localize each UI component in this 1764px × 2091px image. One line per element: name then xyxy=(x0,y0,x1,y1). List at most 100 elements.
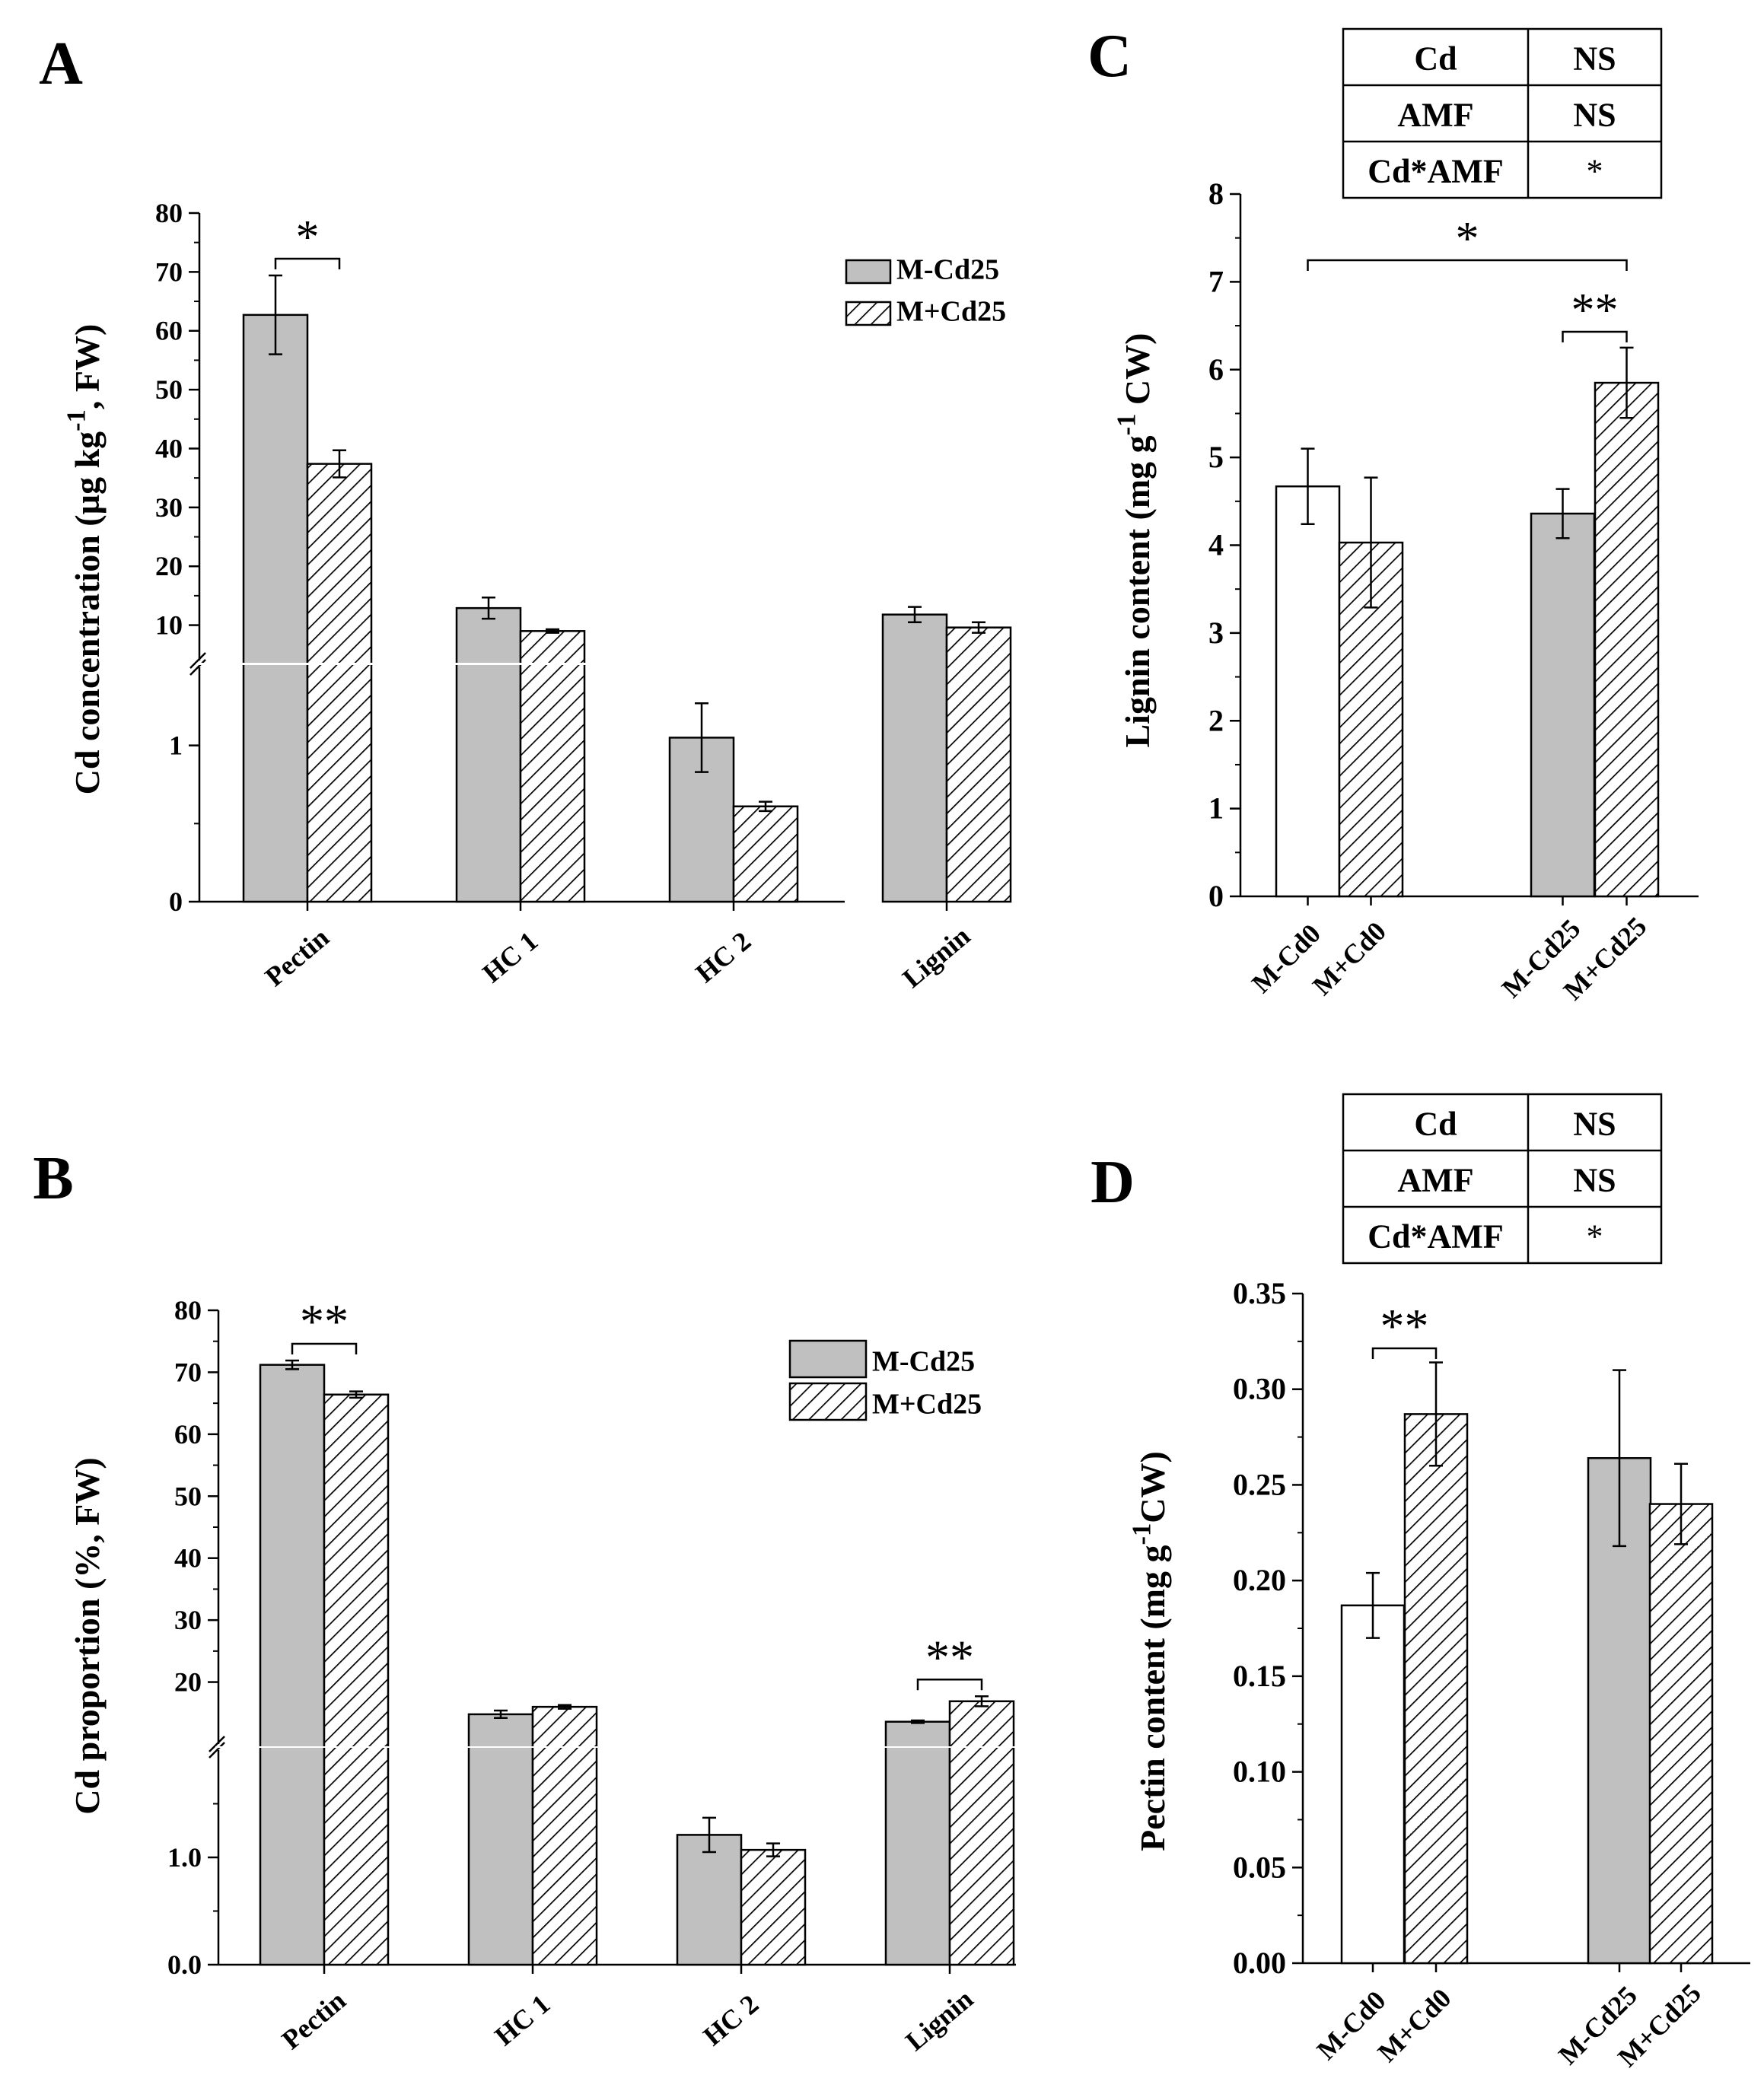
x-tick-label: HC 1 xyxy=(476,925,543,988)
legend-label: M+Cd25 xyxy=(872,1388,982,1420)
y-tick-label: 30 xyxy=(155,492,183,523)
bar xyxy=(467,1713,534,1966)
y-tick-label: 8 xyxy=(1208,177,1224,211)
bar xyxy=(945,626,1012,903)
x-tick-label: Lignin xyxy=(896,921,976,994)
bar xyxy=(519,630,586,903)
legend-swatch xyxy=(788,1382,868,1421)
bar xyxy=(1340,1604,1406,1965)
significance-label: * xyxy=(1456,213,1479,265)
anova-significance-label: NS xyxy=(1573,1161,1616,1198)
anova-table-border xyxy=(1342,1093,1663,1265)
y-tick-label: 0.10 xyxy=(1233,1755,1286,1789)
significance-bracket: * xyxy=(1307,213,1628,271)
anova-table-border xyxy=(1342,27,1663,199)
error-bar xyxy=(695,702,708,773)
y-tick-label: 30 xyxy=(174,1605,202,1635)
panel-label: C xyxy=(1087,23,1132,90)
significance-label: ** xyxy=(925,1630,974,1684)
anova-factor-label: AMF xyxy=(1397,96,1473,133)
y-tick-label: 0.05 xyxy=(1233,1850,1286,1884)
y-tick-label: 0.20 xyxy=(1233,1563,1286,1597)
bar xyxy=(259,1364,326,1966)
x-tick-label: M+Cd0 xyxy=(1371,1982,1457,2067)
legend-item: M+Cd25 xyxy=(788,1382,982,1421)
y-tick-label: 10 xyxy=(155,610,183,641)
y-tick-label: 60 xyxy=(174,1419,202,1450)
error-bar xyxy=(1619,346,1634,419)
significance-bracket: * xyxy=(274,212,341,270)
y-tick-label: 20 xyxy=(155,551,183,581)
x-tick-label: M+Cd0 xyxy=(1307,915,1392,1001)
anova-factor-label: AMF xyxy=(1397,1161,1473,1198)
significance-label: ** xyxy=(1571,285,1619,336)
anova-significance-label: NS xyxy=(1573,40,1616,77)
axis-break-mark xyxy=(189,659,206,676)
axis-break-mark xyxy=(189,652,206,669)
error-bar xyxy=(333,449,346,479)
axis-break-gap xyxy=(215,1746,1016,1748)
anova-factor-label: Cd xyxy=(1414,40,1457,77)
x-tick-label: HC 1 xyxy=(489,1988,556,2051)
bar xyxy=(740,1848,807,1966)
legend-item: M+Cd25 xyxy=(845,296,1006,328)
error-bar xyxy=(494,1709,508,1720)
anova-significance-label: * xyxy=(1587,152,1603,189)
bracket-line xyxy=(1371,1347,1438,1359)
legend-item: M-Cd25 xyxy=(845,254,999,286)
y-tick-label: 60 xyxy=(155,316,183,346)
error-bar xyxy=(1429,1361,1443,1467)
x-tick-label: HC 2 xyxy=(689,925,756,988)
significance-label: ** xyxy=(300,1294,349,1348)
y-tick-label: 1 xyxy=(1208,791,1224,826)
legend-label: M-Cd25 xyxy=(896,254,999,286)
bracket-line xyxy=(1307,259,1628,271)
y-tick-label: 80 xyxy=(155,198,183,228)
error-bar xyxy=(911,1719,925,1724)
bracket-line xyxy=(1562,330,1628,342)
bar xyxy=(455,606,522,903)
y-axis-label: Pectin content (mg g-1CW) xyxy=(1128,1451,1172,1851)
legend-label: M-Cd25 xyxy=(872,1345,975,1377)
y-tick-label: 50 xyxy=(174,1481,202,1511)
anova-significance-label: NS xyxy=(1573,1105,1616,1142)
axis-break-mark xyxy=(209,1742,225,1758)
error-bar xyxy=(1366,1571,1380,1639)
anova-factor-label: Cd*AMF xyxy=(1368,1217,1503,1255)
anova-significance-label: * xyxy=(1587,1217,1603,1255)
error-bar xyxy=(558,1704,572,1710)
bar xyxy=(1403,1413,1469,1965)
x-tick-label: Pectin xyxy=(260,922,335,992)
panel-D: D0.000.050.100.150.200.250.300.35M-Cd0M+… xyxy=(1091,1093,1750,2073)
bar xyxy=(948,1700,1015,1966)
error-bar xyxy=(546,628,559,634)
error-bar xyxy=(766,1842,780,1857)
y-tick-label: 50 xyxy=(155,374,183,405)
error-bar xyxy=(1364,476,1378,609)
bracket-line xyxy=(916,1679,983,1691)
y-tick-label: 0.25 xyxy=(1233,1467,1286,1501)
significance-bracket: ** xyxy=(1562,285,1628,342)
bar xyxy=(676,1834,743,1966)
y-tick-label: 5 xyxy=(1208,440,1224,474)
bar xyxy=(242,313,309,903)
significance-label: ** xyxy=(1380,1299,1429,1353)
legend-swatch xyxy=(788,1339,868,1379)
y-tick-label: 4 xyxy=(1208,528,1224,562)
error-bar xyxy=(702,1816,716,1854)
error-bar xyxy=(349,1390,363,1399)
bar xyxy=(323,1393,390,1966)
error-bar xyxy=(1555,488,1570,539)
y-tick-label: 70 xyxy=(174,1357,202,1387)
anova-factor-label: Cd*AMF xyxy=(1368,152,1503,189)
y-tick-label: 2 xyxy=(1208,703,1224,737)
bracket-line xyxy=(274,257,341,270)
anova-table: Cd NS AMF NS Cd*AMF * xyxy=(1342,27,1663,199)
y-tick-label: 0 xyxy=(169,886,183,917)
bar xyxy=(884,1720,951,1966)
legend-swatch xyxy=(845,259,892,285)
bar xyxy=(1648,1503,1714,1965)
axis-break-gap xyxy=(196,663,845,665)
x-tick-label: Lignin xyxy=(900,1984,979,2057)
